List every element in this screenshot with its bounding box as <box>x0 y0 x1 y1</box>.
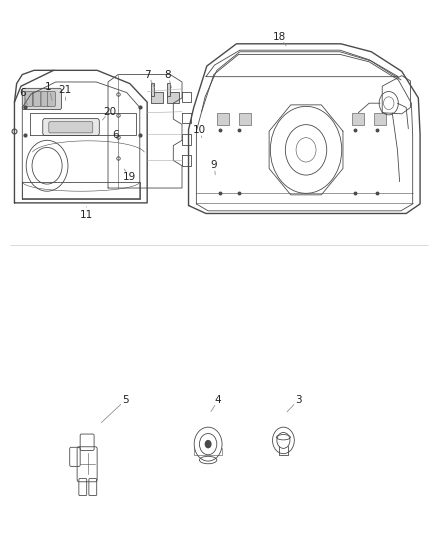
Text: 7: 7 <box>144 70 151 79</box>
Text: 4: 4 <box>215 395 222 405</box>
Circle shape <box>205 440 212 448</box>
Text: 9: 9 <box>211 160 217 169</box>
FancyBboxPatch shape <box>47 92 55 107</box>
Bar <box>167 92 179 103</box>
Bar <box>167 83 170 96</box>
Text: 10: 10 <box>193 125 206 135</box>
Text: 18: 18 <box>272 33 286 43</box>
Text: 1: 1 <box>45 82 52 92</box>
Bar <box>151 92 163 103</box>
Bar <box>217 113 230 125</box>
Text: 6: 6 <box>19 87 25 98</box>
FancyBboxPatch shape <box>49 122 93 133</box>
Text: 3: 3 <box>295 395 301 405</box>
FancyBboxPatch shape <box>25 92 33 107</box>
Bar <box>239 113 251 125</box>
Text: 6: 6 <box>112 130 119 140</box>
FancyBboxPatch shape <box>22 88 61 110</box>
Text: 21: 21 <box>58 85 71 95</box>
Bar <box>151 83 154 96</box>
Bar <box>352 113 364 125</box>
Text: 5: 5 <box>122 395 129 405</box>
Text: 19: 19 <box>123 172 136 182</box>
FancyBboxPatch shape <box>43 118 99 135</box>
Text: 8: 8 <box>164 70 171 79</box>
Text: 11: 11 <box>80 209 93 220</box>
FancyBboxPatch shape <box>41 92 49 107</box>
Bar <box>374 113 386 125</box>
FancyBboxPatch shape <box>33 92 41 107</box>
Text: 20: 20 <box>103 107 116 117</box>
